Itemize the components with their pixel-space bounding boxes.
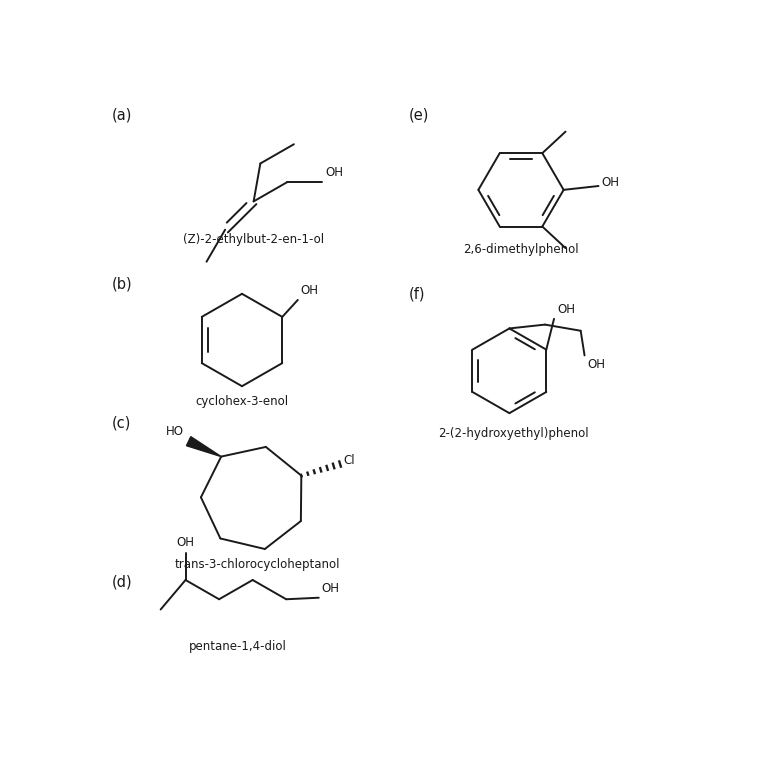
Text: (c): (c) [111,416,131,431]
Text: OH: OH [557,303,575,316]
Text: 2-(2-hydroxyethyl)phenol: 2-(2-hydroxyethyl)phenol [438,427,588,441]
Text: trans-3-chlorocycloheptanol: trans-3-chlorocycloheptanol [175,558,340,571]
Text: (f): (f) [409,286,425,301]
Polygon shape [186,437,221,456]
Text: (b): (b) [111,277,133,292]
Text: OH: OH [602,176,619,190]
Text: cyclohex-3-enol: cyclohex-3-enol [196,395,289,408]
Text: (a): (a) [111,108,132,122]
Text: pentane-1,4-diol: pentane-1,4-diol [190,640,287,653]
Text: OH: OH [301,284,319,297]
Text: HO: HO [166,425,184,438]
Text: OH: OH [587,359,606,371]
Text: OH: OH [325,166,343,179]
Text: (e): (e) [409,108,429,122]
Text: OH: OH [177,536,195,549]
Text: Cl: Cl [343,455,355,467]
Text: 2,6-dimethylphenol: 2,6-dimethylphenol [463,243,579,256]
Text: (d): (d) [111,575,133,590]
Text: (Z)-2-ethylbut-2-en-1-ol: (Z)-2-ethylbut-2-en-1-ol [183,233,324,246]
Text: OH: OH [322,582,340,594]
